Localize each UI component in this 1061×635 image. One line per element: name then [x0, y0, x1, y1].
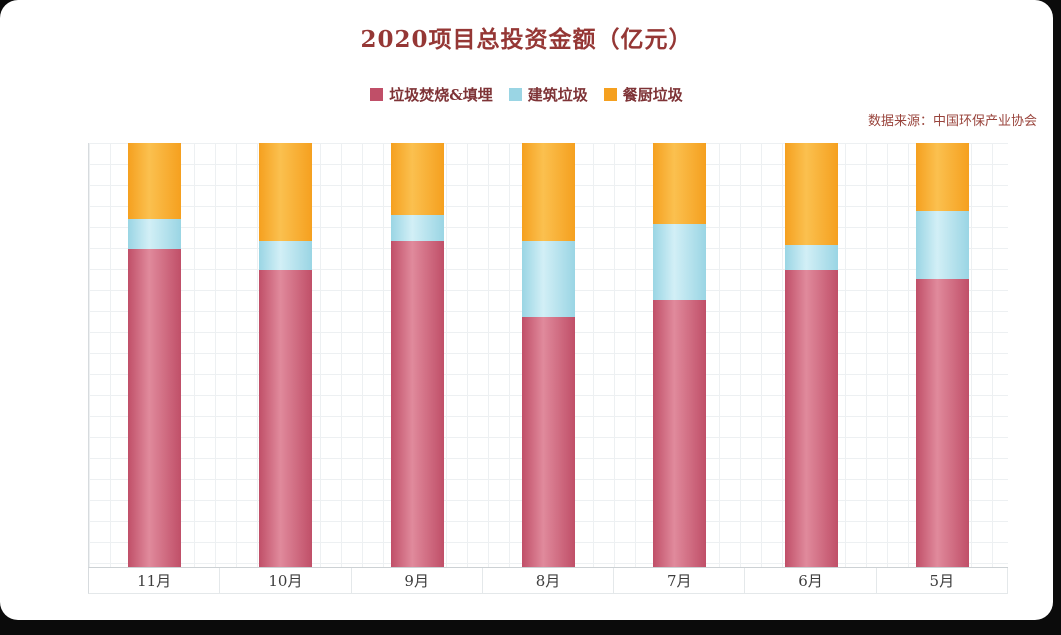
- legend-label: 垃圾焚烧&填埋: [389, 86, 493, 104]
- legend-item: 垃圾焚烧&填埋: [370, 84, 493, 105]
- bar-segment: [128, 143, 182, 220]
- bar-stack: [390, 143, 444, 567]
- x-axis-label: 6月: [745, 568, 877, 593]
- bar-column: [89, 143, 220, 567]
- legend-label: 建筑垃圾: [527, 86, 588, 104]
- bar-column: [352, 143, 483, 567]
- legend-label: 餐厨垃圾: [622, 86, 683, 104]
- bar-segment: [915, 278, 969, 567]
- bar-segment: [521, 240, 575, 317]
- bar-segment: [259, 143, 313, 241]
- bar-segment: [390, 215, 444, 241]
- legend-swatch: [508, 88, 522, 101]
- bar-column: [877, 143, 1008, 567]
- chart-card: 2020项目总投资金额（亿元） 垃圾焚烧&填埋 建筑垃圾 餐厨垃圾 数据来源：中国环…: [0, 0, 1053, 620]
- bar-segment: [653, 143, 707, 224]
- x-axis: 11月 10月 9月 8月 7月 6月 5月: [88, 568, 1008, 594]
- bar-segment: [390, 240, 444, 567]
- bar-stack: [521, 143, 575, 567]
- data-source-note: 数据来源：中国环保产业协会: [867, 114, 1037, 129]
- bar-segment: [521, 143, 575, 241]
- x-axis-label: 8月: [483, 568, 615, 593]
- legend: 垃圾焚烧&填埋 建筑垃圾 餐厨垃圾: [0, 84, 1053, 105]
- bar-segment: [915, 143, 969, 211]
- x-axis-label: 11月: [89, 568, 221, 593]
- plot-wrap: 11月 10月 9月 8月 7月 6月 5月: [88, 143, 1008, 594]
- bar-segment: [128, 219, 182, 249]
- x-axis-label: 5月: [877, 568, 1008, 593]
- bar-stack: [653, 143, 707, 567]
- bar-segment: [128, 248, 182, 567]
- bar-column: [614, 143, 745, 567]
- bar-stack: [128, 143, 182, 567]
- x-axis-label: 7月: [614, 568, 746, 593]
- bar-column: [483, 143, 614, 567]
- bar-segment: [259, 240, 313, 271]
- bar-segment: [521, 316, 575, 567]
- bar-stack: [259, 143, 313, 567]
- legend-swatch: [603, 88, 617, 101]
- legend-item: 餐厨垃圾: [603, 84, 683, 105]
- bar-segment: [915, 210, 969, 279]
- legend-swatch: [370, 88, 384, 101]
- bar-segment: [390, 143, 444, 216]
- bar-stack: [915, 143, 969, 567]
- plot-area: [88, 143, 1008, 568]
- bar-column: [745, 143, 876, 567]
- bar-column: [220, 143, 351, 567]
- bar-segment: [784, 270, 838, 567]
- bar-segment: [784, 244, 838, 271]
- x-axis-label: 10月: [220, 568, 352, 593]
- legend-item: 建筑垃圾: [508, 84, 588, 105]
- bar-segment: [653, 299, 707, 567]
- bar-segment: [259, 270, 313, 567]
- bar-segment: [653, 223, 707, 300]
- bar-segment: [784, 143, 838, 245]
- bar-stack: [784, 143, 838, 567]
- x-axis-label: 9月: [352, 568, 483, 593]
- chart-title: 2020项目总投资金额（亿元）: [360, 26, 693, 53]
